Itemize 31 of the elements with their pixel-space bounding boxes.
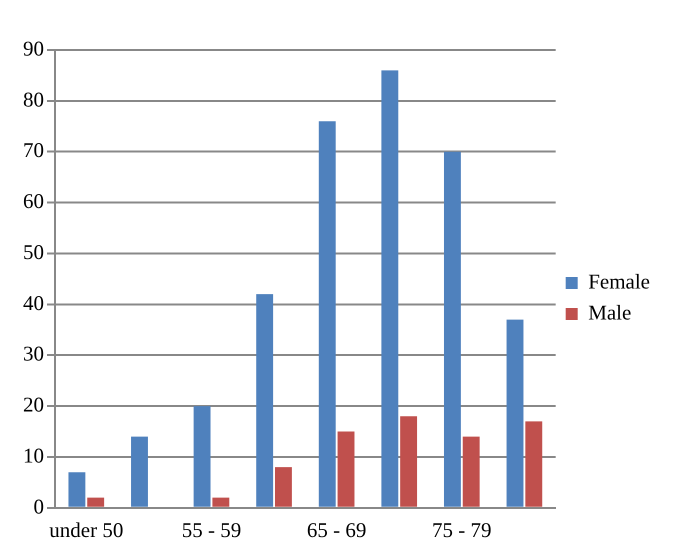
x-tick-label: 65 - 69 bbox=[306, 518, 366, 542]
bar bbox=[274, 467, 292, 507]
y-tick-label: 60 bbox=[23, 189, 44, 214]
y-tick-label: 30 bbox=[23, 342, 44, 366]
x-tick-label: under 50 bbox=[49, 518, 124, 542]
bar bbox=[506, 320, 524, 507]
y-tick-label: 20 bbox=[23, 392, 44, 417]
y-tick-label: 40 bbox=[23, 290, 44, 315]
legend-label: Male bbox=[588, 300, 632, 325]
bar bbox=[444, 152, 461, 507]
bar bbox=[525, 421, 542, 507]
bar bbox=[131, 436, 148, 507]
y-tick-label: 70 bbox=[23, 138, 44, 162]
bar bbox=[87, 498, 104, 507]
bar bbox=[256, 294, 274, 507]
bar bbox=[338, 432, 354, 507]
y-tick-label: 80 bbox=[23, 87, 44, 112]
y-tick-label: 10 bbox=[23, 443, 44, 468]
legend-label: Female bbox=[588, 270, 650, 294]
bar bbox=[318, 121, 336, 507]
bar bbox=[462, 436, 480, 507]
bar bbox=[194, 406, 211, 507]
y-tick-label: 90 bbox=[23, 36, 44, 61]
x-tick-label: 75 - 79 bbox=[432, 518, 492, 542]
bar bbox=[68, 472, 86, 507]
bar bbox=[381, 70, 398, 507]
bar bbox=[212, 498, 230, 507]
bar bbox=[400, 416, 418, 507]
y-tick-label: 0 bbox=[34, 494, 44, 518]
x-tick-label: 55 - 59 bbox=[182, 518, 242, 542]
y-tick-label: 50 bbox=[23, 240, 44, 264]
